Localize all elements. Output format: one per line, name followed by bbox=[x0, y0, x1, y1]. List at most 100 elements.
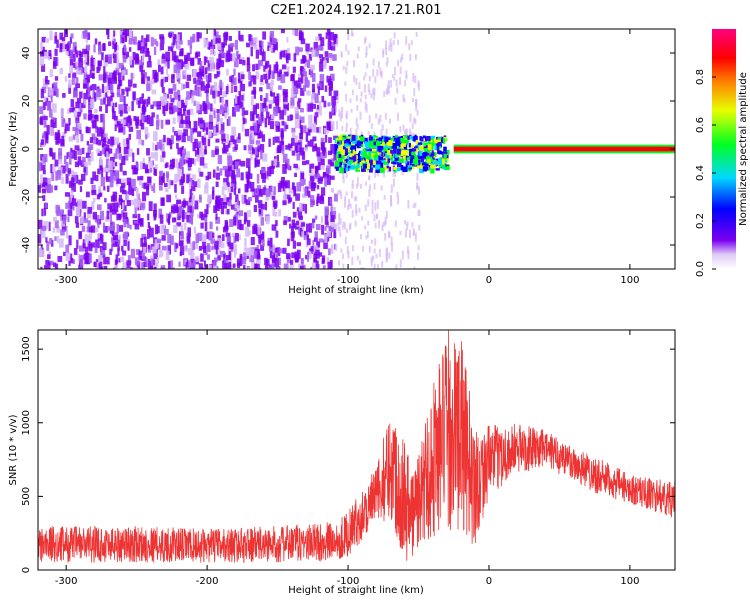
heatmap-cell bbox=[154, 239, 160, 249]
heatmap-cell bbox=[290, 226, 294, 235]
heatmap-cell bbox=[306, 234, 309, 240]
heatmap-cell bbox=[258, 200, 263, 209]
heatmap-cell bbox=[294, 135, 298, 143]
heatmap-cell bbox=[446, 158, 449, 163]
heatmap-cell bbox=[319, 73, 325, 82]
heatmap-cell bbox=[172, 105, 177, 113]
heatmap-cell bbox=[327, 159, 331, 165]
heatmap-cell bbox=[156, 262, 159, 268]
heatmap-cell bbox=[345, 110, 348, 119]
heatmap-cell bbox=[305, 144, 308, 150]
heatmap-cell bbox=[265, 111, 270, 119]
heatmap-cell bbox=[183, 148, 187, 156]
heatmap-cell bbox=[329, 227, 334, 233]
heatmap-cell bbox=[316, 241, 321, 248]
heatmap-cell bbox=[291, 182, 295, 190]
heatmap-cell bbox=[83, 99, 87, 105]
heatmap-cell bbox=[281, 144, 285, 155]
heatmap-cell bbox=[100, 210, 105, 221]
heatmap-cell bbox=[149, 116, 154, 127]
heatmap-cell bbox=[105, 176, 111, 182]
heatmap-cell bbox=[406, 224, 409, 231]
heatmap-cell bbox=[379, 167, 385, 173]
heatmap-cell bbox=[40, 116, 44, 126]
heatmap-cell bbox=[41, 230, 46, 238]
heatmap-cell bbox=[372, 88, 375, 95]
heatmap-cell bbox=[147, 244, 150, 250]
heatmap-cell bbox=[99, 156, 102, 165]
heatmap-cell bbox=[312, 218, 316, 223]
heatmap-cell bbox=[145, 51, 150, 57]
heatmap-cell bbox=[259, 45, 262, 55]
heatmap-cell bbox=[228, 44, 233, 52]
heatmap-cell bbox=[408, 128, 411, 137]
heatmap-cell bbox=[347, 31, 350, 41]
heatmap-cell bbox=[75, 77, 79, 85]
heatmap-cell bbox=[333, 193, 338, 202]
heatmap-cell bbox=[198, 246, 203, 251]
heatmap-cell bbox=[366, 143, 370, 150]
heatmap-cell bbox=[264, 201, 268, 211]
heatmap-cell bbox=[77, 156, 82, 166]
heatmap-cell bbox=[106, 151, 109, 159]
heatmap-cell bbox=[313, 41, 319, 51]
heatmap-cell bbox=[143, 182, 148, 190]
heatmap-cell bbox=[370, 154, 373, 161]
heatmap-cell bbox=[222, 182, 228, 191]
heatmap-cell bbox=[384, 233, 387, 241]
heatmap-cell bbox=[315, 260, 319, 269]
heatmap-cell bbox=[349, 203, 352, 209]
heatmap-cell bbox=[292, 201, 295, 209]
heatmap-cell bbox=[344, 163, 347, 169]
heatmap-cell bbox=[312, 240, 315, 248]
heatmap-cell bbox=[344, 236, 347, 245]
heatmap-cell bbox=[301, 231, 304, 238]
heatmap-cell bbox=[134, 223, 140, 230]
heatmap-cell bbox=[412, 132, 415, 138]
heatmap-cell bbox=[73, 53, 76, 63]
heatmap-cell bbox=[436, 146, 439, 151]
heatmap-cell bbox=[104, 198, 107, 203]
heatmap-cell bbox=[183, 245, 188, 252]
heatmap-cell bbox=[292, 211, 297, 218]
heatmap-cell bbox=[168, 179, 171, 189]
heatmap-cell bbox=[355, 196, 358, 201]
heatmap-cell bbox=[390, 236, 393, 246]
heatmap-cell bbox=[412, 203, 415, 209]
heatmap-cell bbox=[143, 246, 147, 254]
heatmap-cell bbox=[342, 176, 345, 184]
heatmap-cell bbox=[122, 73, 125, 81]
heatmap-cell bbox=[275, 161, 280, 168]
heatmap-cell bbox=[295, 46, 300, 56]
heatmap-cell bbox=[243, 110, 249, 116]
heatmap-cell bbox=[372, 69, 375, 77]
heatmap-cell bbox=[118, 257, 121, 263]
heatmap-cell bbox=[88, 109, 93, 120]
heatmap-cell bbox=[291, 127, 296, 133]
heatmap-cell bbox=[337, 141, 340, 145]
heatmap-cell bbox=[95, 227, 99, 233]
heatmap-cell bbox=[366, 231, 369, 238]
heatmap-cell bbox=[190, 127, 194, 135]
heatmap-cell bbox=[160, 224, 166, 235]
heatmap-cell bbox=[41, 63, 46, 72]
heatmap-cell bbox=[87, 220, 91, 228]
heatmap-cell bbox=[390, 137, 394, 141]
heatmap-cell bbox=[155, 144, 158, 151]
heatmap-cell bbox=[316, 83, 322, 89]
heatmap-cell bbox=[302, 125, 307, 134]
heatmap-cell bbox=[110, 168, 114, 178]
heatmap-cell bbox=[93, 136, 97, 145]
heatmap-cell bbox=[180, 119, 186, 125]
heatmap-cell bbox=[169, 260, 174, 269]
heatmap-cell bbox=[61, 224, 66, 232]
heatmap-cell bbox=[359, 154, 363, 160]
heatmap-cell bbox=[68, 194, 71, 203]
heatmap-cell bbox=[233, 68, 236, 76]
heatmap-cell bbox=[264, 117, 268, 128]
heatmap-cell bbox=[197, 141, 202, 148]
heatmap-cell bbox=[396, 148, 401, 155]
heatmap-cell bbox=[234, 144, 238, 150]
heatmap-cell bbox=[95, 125, 99, 133]
heatmap-cell bbox=[202, 68, 208, 78]
